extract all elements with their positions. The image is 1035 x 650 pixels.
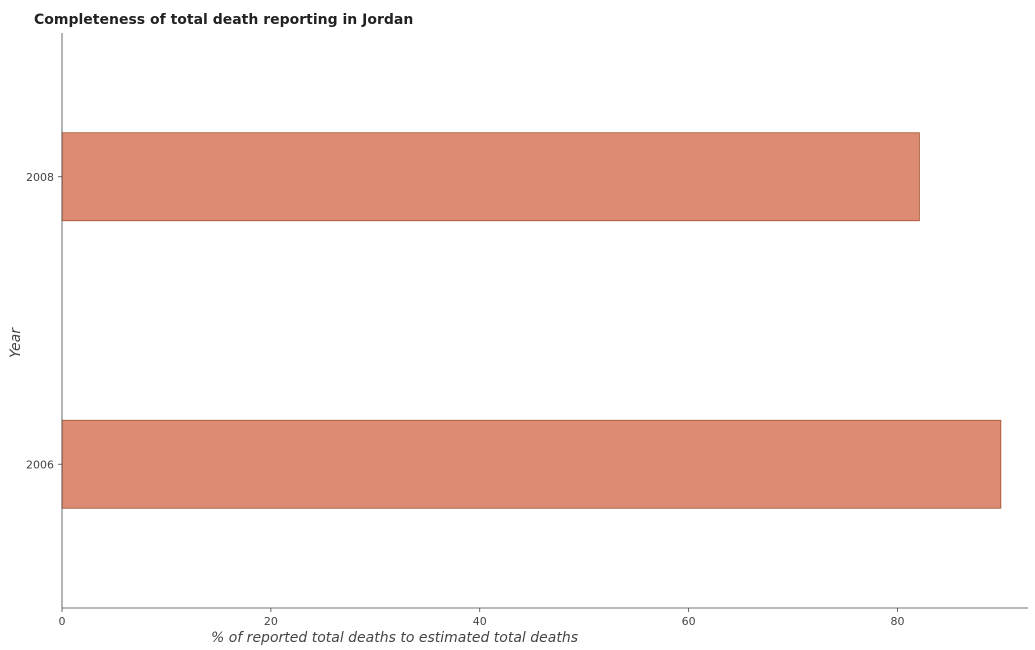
y-tick-label-2006: 2006	[26, 458, 54, 471]
y-axis: 2006 2008	[26, 33, 63, 608]
x-tick-label-60: 60	[682, 615, 696, 628]
y-tick-label-2008: 2008	[26, 171, 54, 184]
bar-2006	[61, 419, 1002, 509]
x-tick-label-0: 0	[59, 615, 66, 628]
x-tick-label-20: 20	[264, 615, 278, 628]
bar-2008	[61, 132, 920, 222]
x-axis: 0 20 40 60 80	[59, 607, 1028, 628]
y-axis-label: Year	[8, 327, 24, 358]
x-tick-label-80: 80	[890, 615, 904, 628]
bars-group	[61, 132, 1002, 509]
x-tick-label-40: 40	[473, 615, 487, 628]
x-axis-label: % of reported total deaths to estimated …	[211, 630, 578, 646]
chart-title: Completeness of total death reporting in…	[34, 12, 413, 28]
